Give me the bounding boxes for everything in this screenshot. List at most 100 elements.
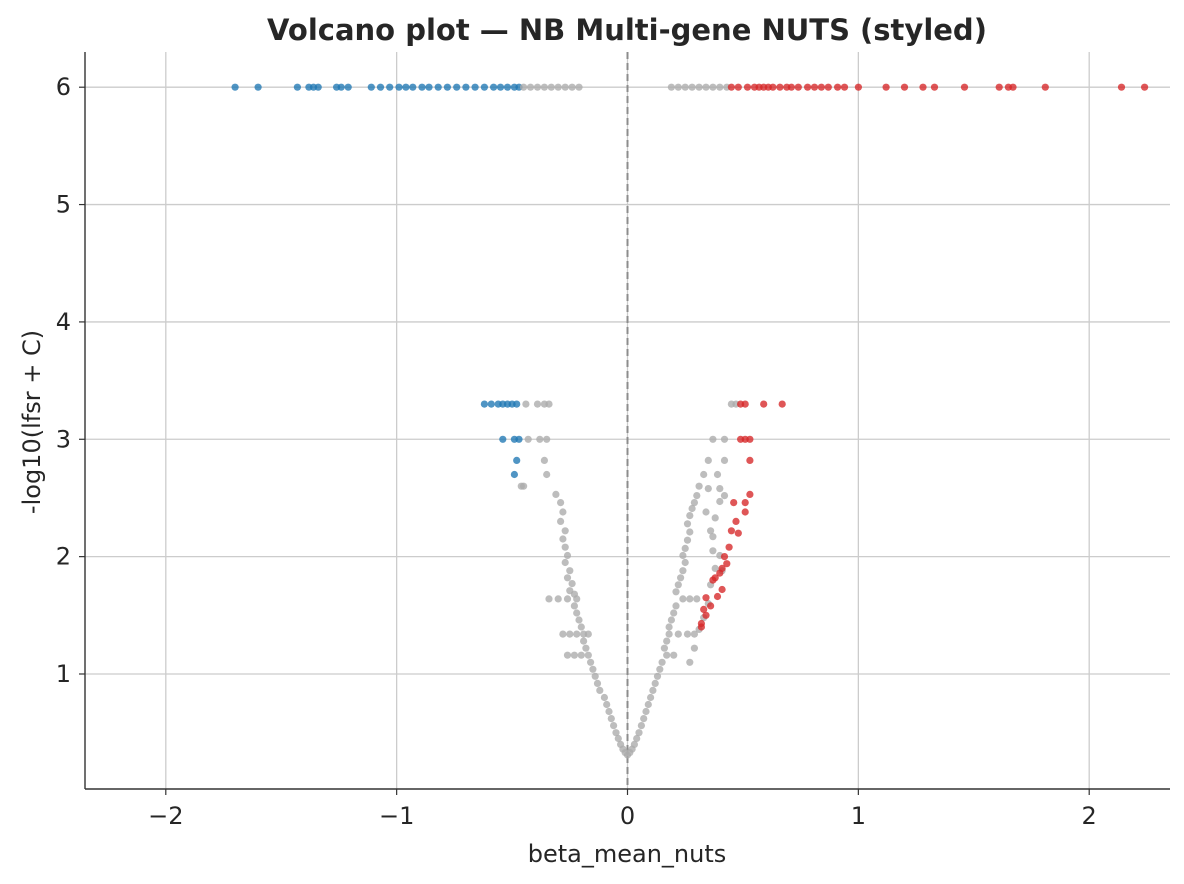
point-ns-130 [711, 564, 719, 573]
point-ns-116 [686, 528, 694, 536]
point-ns-31 [559, 508, 567, 516]
point-ns-16 [716, 83, 724, 91]
point-down-24 [496, 83, 505, 91]
point-ns-18 [522, 400, 530, 408]
point-ns-2 [533, 83, 542, 91]
point-ns-23 [536, 435, 544, 443]
point-up-31 [741, 400, 749, 408]
point-ns-0 [520, 83, 528, 91]
point-ns-69 [605, 707, 613, 716]
point-ns-46 [573, 595, 581, 603]
point-ns-56 [580, 637, 588, 645]
point-ns-70 [607, 715, 615, 723]
y-axis-label: -log10(lfsr + C) [18, 330, 46, 514]
point-up-19 [882, 83, 890, 91]
point-down-1 [254, 83, 262, 91]
point-ns-37 [561, 558, 569, 567]
point-ns-94 [670, 651, 678, 659]
point-ns-121 [693, 492, 701, 500]
chart-title: Volcano plot — NB Multi-gene NUTS (style… [267, 13, 987, 47]
point-down-34 [513, 400, 521, 408]
point-ns-53 [573, 630, 581, 638]
point-ns-141 [711, 514, 719, 522]
point-down-0 [231, 83, 239, 91]
point-ns-128 [707, 527, 715, 535]
point-up-8 [776, 83, 784, 91]
point-ns-8 [575, 83, 583, 91]
point-up-11 [794, 83, 802, 91]
point-down-17 [434, 83, 442, 91]
point-ns-58 [563, 651, 572, 659]
point-up-17 [840, 83, 849, 91]
point-up-27 [1041, 83, 1049, 91]
point-ns-39 [563, 574, 572, 582]
point-ns-1 [526, 83, 535, 91]
point-ns-45 [563, 595, 572, 603]
point-ns-84 [640, 715, 648, 723]
point-ns-100 [690, 630, 699, 638]
point-up-52 [718, 585, 726, 594]
point-ns-109 [674, 581, 682, 589]
point-up-23 [960, 83, 969, 91]
point-ns-102 [667, 616, 676, 624]
point-ns-103 [670, 609, 678, 617]
point-ns-92 [658, 658, 666, 666]
point-ns-110 [677, 574, 685, 582]
point-ns-3 [540, 83, 549, 91]
point-ns-30 [557, 499, 565, 507]
point-up-42 [741, 508, 749, 516]
point-ns-139 [720, 492, 729, 500]
point-up-36 [746, 435, 754, 443]
point-up-59 [697, 623, 706, 631]
y-tick-label-1: 2 [56, 543, 71, 571]
point-up-1 [734, 83, 742, 91]
point-ns-80 [630, 740, 639, 749]
point-up-20 [900, 83, 909, 91]
point-up-57 [702, 611, 710, 619]
point-ns-40 [568, 580, 576, 588]
point-ns-64 [591, 672, 599, 680]
point-up-18 [854, 83, 863, 91]
point-ns-66 [596, 686, 604, 695]
point-ns-104 [672, 602, 680, 610]
point-ns-91 [656, 665, 664, 673]
x-axis-label: beta_mean_nuts [528, 840, 727, 868]
point-down-11 [386, 83, 394, 91]
y-tick-label-3: 4 [56, 308, 71, 336]
point-down-23 [490, 83, 498, 91]
point-ns-51 [559, 630, 567, 638]
point-down-14 [409, 83, 417, 91]
point-ns-86 [644, 700, 652, 709]
point-ns-63 [589, 665, 597, 673]
point-ns-89 [651, 679, 659, 688]
point-up-26 [1009, 83, 1017, 91]
point-up-54 [702, 594, 710, 602]
point-down-20 [462, 83, 470, 91]
point-ns-81 [633, 734, 641, 743]
point-ns-146 [720, 456, 729, 464]
point-down-19 [453, 83, 461, 91]
point-ns-97 [665, 630, 673, 638]
point-ns-129 [709, 547, 717, 555]
point-up-2 [743, 83, 752, 91]
point-ns-119 [688, 504, 696, 513]
point-ns-126 [720, 435, 729, 443]
point-up-55 [707, 602, 715, 610]
point-up-14 [817, 83, 826, 91]
point-ns-106 [686, 595, 694, 603]
point-ns-48 [573, 609, 581, 617]
point-ns-4 [547, 83, 555, 91]
point-ns-115 [683, 536, 692, 544]
point-ns-25 [540, 456, 549, 464]
point-ns-108 [672, 588, 680, 596]
point-ns-55 [584, 630, 592, 638]
point-ns-140 [716, 497, 724, 506]
point-ns-29 [552, 490, 560, 498]
point-up-16 [834, 83, 842, 91]
point-ns-15 [709, 83, 717, 91]
point-up-43 [727, 527, 736, 535]
point-down-9 [367, 83, 375, 91]
point-ns-107 [693, 595, 701, 603]
point-up-10 [787, 83, 796, 91]
